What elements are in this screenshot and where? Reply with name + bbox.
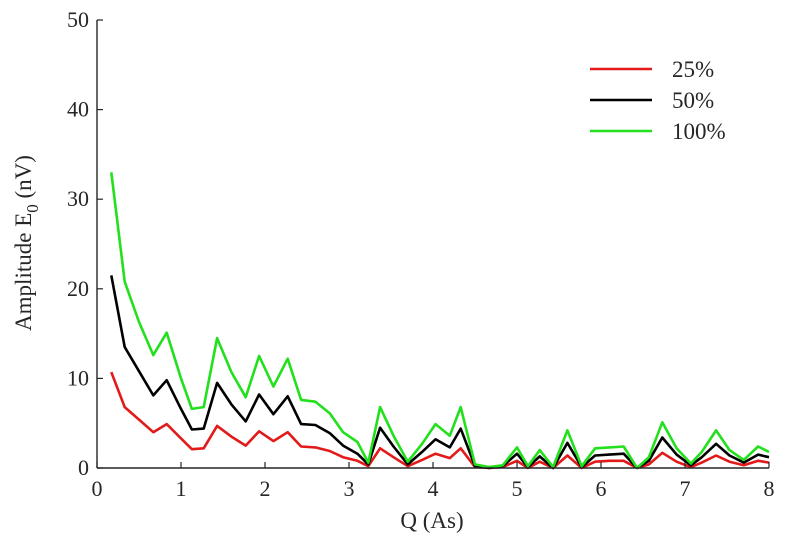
- y-axis-title-main: Amplitude E: [11, 213, 36, 331]
- y-tick-label: 0: [78, 455, 89, 480]
- plot-area: [110, 172, 770, 470]
- x-tick-label: 0: [92, 476, 103, 501]
- y-tick-label: 10: [67, 365, 89, 390]
- x-tick-label: 5: [512, 476, 523, 501]
- x-axis-title: Q (As): [400, 508, 463, 533]
- legend: 25% 50% 100%: [590, 57, 726, 144]
- x-tick-label: 3: [344, 476, 355, 501]
- y-tick-label: 30: [67, 186, 89, 211]
- ticks: 0 1 2 3 4 5 6 7 8 0 10 20 30 40 50: [67, 7, 775, 501]
- y-axis-title: Amplitude E0 (nV): [11, 155, 42, 331]
- axes: [96, 20, 769, 469]
- x-tick-label: 7: [680, 476, 691, 501]
- x-tick-label: 6: [596, 476, 607, 501]
- series-line-1: [110, 371, 770, 470]
- y-tick-label: 20: [67, 276, 89, 301]
- legend-label: 50%: [672, 88, 714, 113]
- y-tick-label: 40: [67, 97, 89, 122]
- x-tick-label: 4: [428, 476, 439, 501]
- x-tick-label: 1: [176, 476, 187, 501]
- y-tick-label: 50: [67, 7, 89, 32]
- y-axis-title-subscript: 0: [23, 204, 42, 213]
- series-line-2: [110, 275, 770, 470]
- x-tick-label: 2: [260, 476, 271, 501]
- legend-label: 100%: [672, 119, 726, 144]
- legend-label: 25%: [672, 57, 714, 82]
- x-tick-label: 8: [764, 476, 775, 501]
- y-axis-title-unit: (nV): [11, 155, 36, 204]
- series-line-3: [110, 172, 770, 470]
